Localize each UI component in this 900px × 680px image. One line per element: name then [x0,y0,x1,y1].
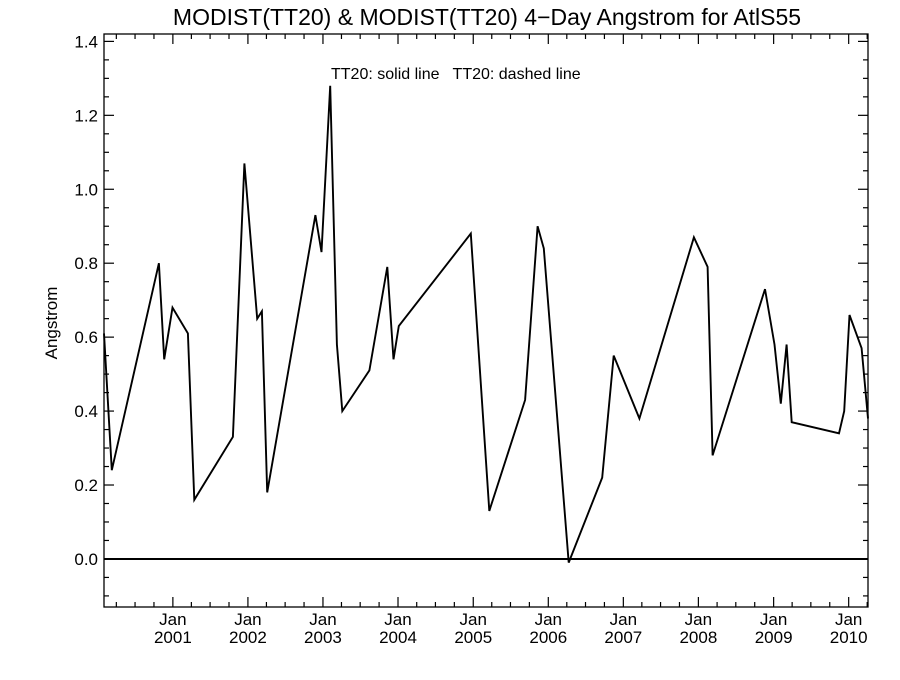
x-tick-month-label: Jan [234,610,261,629]
x-tick-month-label: Jan [384,610,411,629]
y-tick-label: 0.8 [74,254,98,273]
x-tick-month-label: Jan [610,610,637,629]
x-tick-month-label: Jan [535,610,562,629]
x-tick-year-label: 2008 [679,628,717,647]
y-tick-label: 1.2 [74,106,98,125]
y-tick-label: 0.4 [74,402,98,421]
chart-title: MODIST(TT20) & MODIST(TT20) 4−Day Angstr… [173,4,801,30]
x-tick-year-label: 2009 [755,628,793,647]
series-line-solid [103,85,869,563]
x-tick-year-label: 2006 [529,628,567,647]
x-tick-year-label: 2004 [379,628,417,647]
x-tick-month-label: Jan [760,610,787,629]
x-tick-year-label: 2001 [154,628,192,647]
x-tick-month-label: Jan [835,610,862,629]
plot-frame [103,33,869,608]
x-tick-year-label: 2010 [830,628,868,647]
x-tick-year-label: 2007 [604,628,642,647]
x-tick-month-label: Jan [309,610,336,629]
x-tick-year-label: 2005 [454,628,492,647]
y-tick-label: 0.0 [74,550,98,569]
plot-area: 0.00.20.40.60.81.01.21.4Jan2001Jan2002Ja… [74,32,869,647]
x-tick-month-label: Jan [159,610,186,629]
y-tick-label: 1.4 [74,32,98,51]
y-tick-label: 0.2 [74,476,98,495]
x-tick-year-label: 2002 [229,628,267,647]
x-tick-month-label: Jan [685,610,712,629]
y-axis-label: Angstrom [42,287,61,360]
y-tick-label: 0.6 [74,328,98,347]
x-tick-year-label: 2003 [304,628,342,647]
x-tick-month-label: Jan [460,610,487,629]
legend-annotation: TT20: solid line TT20: dashed line [331,66,581,83]
y-tick-label: 1.0 [74,180,98,199]
